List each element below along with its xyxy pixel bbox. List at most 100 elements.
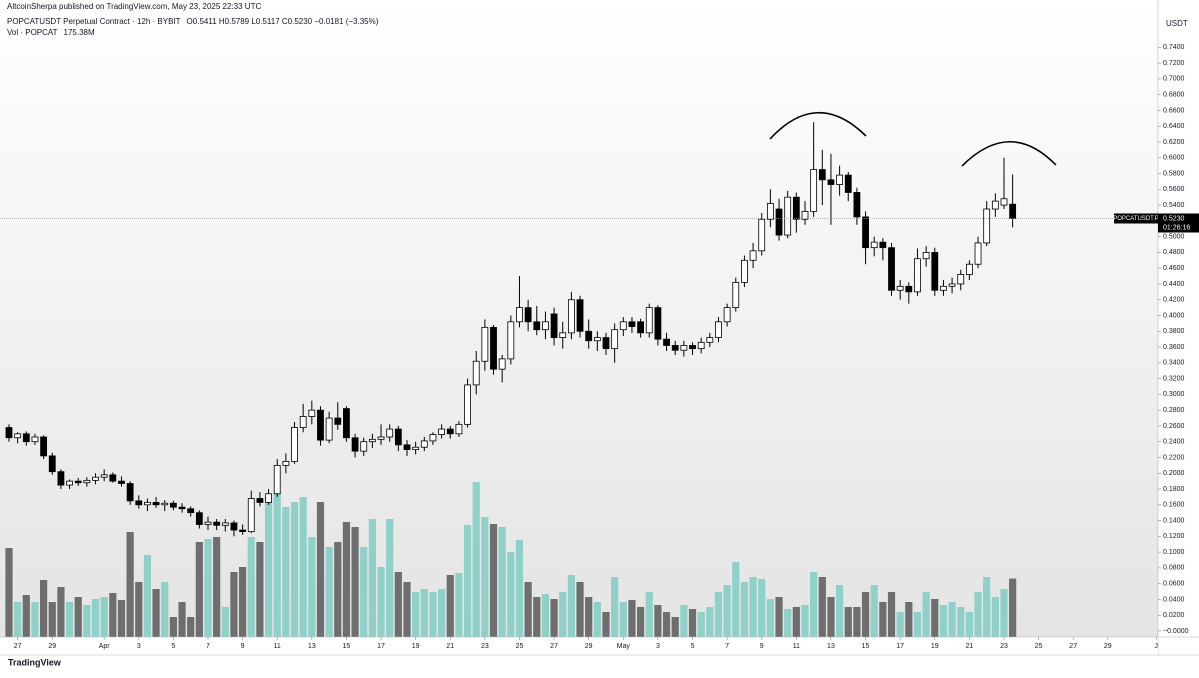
y-tick-label: 0.3400 <box>1163 360 1185 367</box>
volume-bar <box>853 607 861 637</box>
x-tick-label: 15 <box>862 643 870 650</box>
volume-bar <box>325 547 333 637</box>
arc-annotation <box>961 141 1057 167</box>
candle-body <box>948 283 956 287</box>
x-tick-label: 17 <box>896 643 904 650</box>
candle-body <box>576 299 584 332</box>
y-tick-label: 0.0600 <box>1163 581 1185 588</box>
candle-body <box>481 326 489 362</box>
volume-bar <box>65 602 74 637</box>
candle-body <box>230 522 238 531</box>
volume-bar <box>386 519 394 637</box>
candle-body <box>74 480 82 484</box>
volume-bar <box>100 597 108 637</box>
candle-body <box>697 341 705 350</box>
y-tick-label: 0.6400 <box>1163 123 1185 130</box>
volume-bar <box>117 600 126 637</box>
volume-bar <box>299 497 307 637</box>
volume-bar <box>135 582 143 637</box>
volume-bar <box>74 597 82 637</box>
candle-body <box>654 307 662 340</box>
candle-body <box>931 252 939 291</box>
candle-body <box>239 529 247 533</box>
candle-body <box>100 474 108 478</box>
volume-bar <box>446 575 454 637</box>
candle-body <box>31 436 39 443</box>
candle-body <box>818 169 826 181</box>
candle-body <box>187 508 195 514</box>
x-tick-label: 9 <box>241 643 245 650</box>
candle-body <box>92 476 99 481</box>
candle-body <box>144 502 151 506</box>
y-tick-label: 0.1200 <box>1163 533 1185 540</box>
candle-body <box>403 444 411 450</box>
candle-body <box>888 247 895 291</box>
x-tick-label: 5 <box>691 643 695 650</box>
volume-bar <box>896 612 904 637</box>
time-axis-panel <box>0 637 1158 655</box>
volume-bar <box>792 607 800 637</box>
candle-body <box>1009 203 1017 219</box>
y-tick-label: 0.2800 <box>1163 407 1185 414</box>
y-tick-label: 0.1800 <box>1163 486 1185 493</box>
candle-body <box>178 506 186 510</box>
candle-body <box>420 440 428 448</box>
volume-bar <box>221 607 229 637</box>
candle-body <box>940 285 947 291</box>
candle-body <box>334 417 342 425</box>
x-tick-label: 21 <box>446 643 454 650</box>
candle-body <box>247 498 255 533</box>
volume-bar <box>169 617 177 637</box>
candle-body <box>801 210 809 220</box>
volume-bar <box>368 519 376 637</box>
volume-bar <box>161 582 169 637</box>
candle-body <box>792 196 800 220</box>
volume-bar <box>213 537 221 637</box>
candle-body <box>585 330 593 342</box>
volume-bar <box>991 597 999 637</box>
volume-bar <box>662 612 671 637</box>
volume-bar <box>576 582 584 637</box>
candle-body <box>455 423 463 435</box>
volume-bar <box>983 577 991 637</box>
volume-bar <box>541 594 550 637</box>
volume-bar <box>732 562 740 637</box>
volume-bar <box>533 597 541 637</box>
volume-bar <box>195 542 203 637</box>
candle-body <box>914 258 921 293</box>
y-tick-label: 0.1400 <box>1163 517 1185 524</box>
y-tick-label: 0.2000 <box>1163 470 1185 477</box>
candle-body <box>360 441 368 452</box>
y-tick-label: 0.1000 <box>1163 549 1185 556</box>
candle-body <box>490 326 497 370</box>
volume-bar <box>965 612 973 637</box>
x-tick-label: May <box>617 643 631 650</box>
volume-bar <box>628 600 636 637</box>
volume-bar <box>585 597 593 637</box>
volume-bar <box>637 607 645 637</box>
volume-bar <box>671 617 679 637</box>
candle-body <box>14 433 22 439</box>
x-tick-label: 27 <box>1069 643 1077 650</box>
volume-bar <box>905 602 913 637</box>
symbol-tag: POPCATUSDT.P <box>1113 216 1159 222</box>
x-tick-label: 5 <box>171 643 175 650</box>
candle-body <box>542 321 549 331</box>
candle-body <box>559 332 567 338</box>
candle-body <box>394 428 402 446</box>
volume-bar <box>316 502 325 637</box>
candle-body <box>844 174 852 193</box>
volume-bar <box>1009 578 1017 637</box>
candle-body <box>438 428 446 436</box>
y-tick-label: 0.5800 <box>1163 170 1185 177</box>
y-tick-label: 0.4600 <box>1163 265 1185 272</box>
volume-bar <box>749 577 757 637</box>
arc-annotation <box>769 111 867 140</box>
y-tick-label: 0.6600 <box>1163 107 1185 114</box>
x-tick-label: 9 <box>760 643 764 650</box>
x-tick-label: 3 <box>656 643 660 650</box>
candle-body <box>836 174 844 185</box>
countdown: 01:26:16 <box>1163 224 1190 231</box>
volume-bar <box>931 599 939 637</box>
candle-body <box>66 480 73 486</box>
